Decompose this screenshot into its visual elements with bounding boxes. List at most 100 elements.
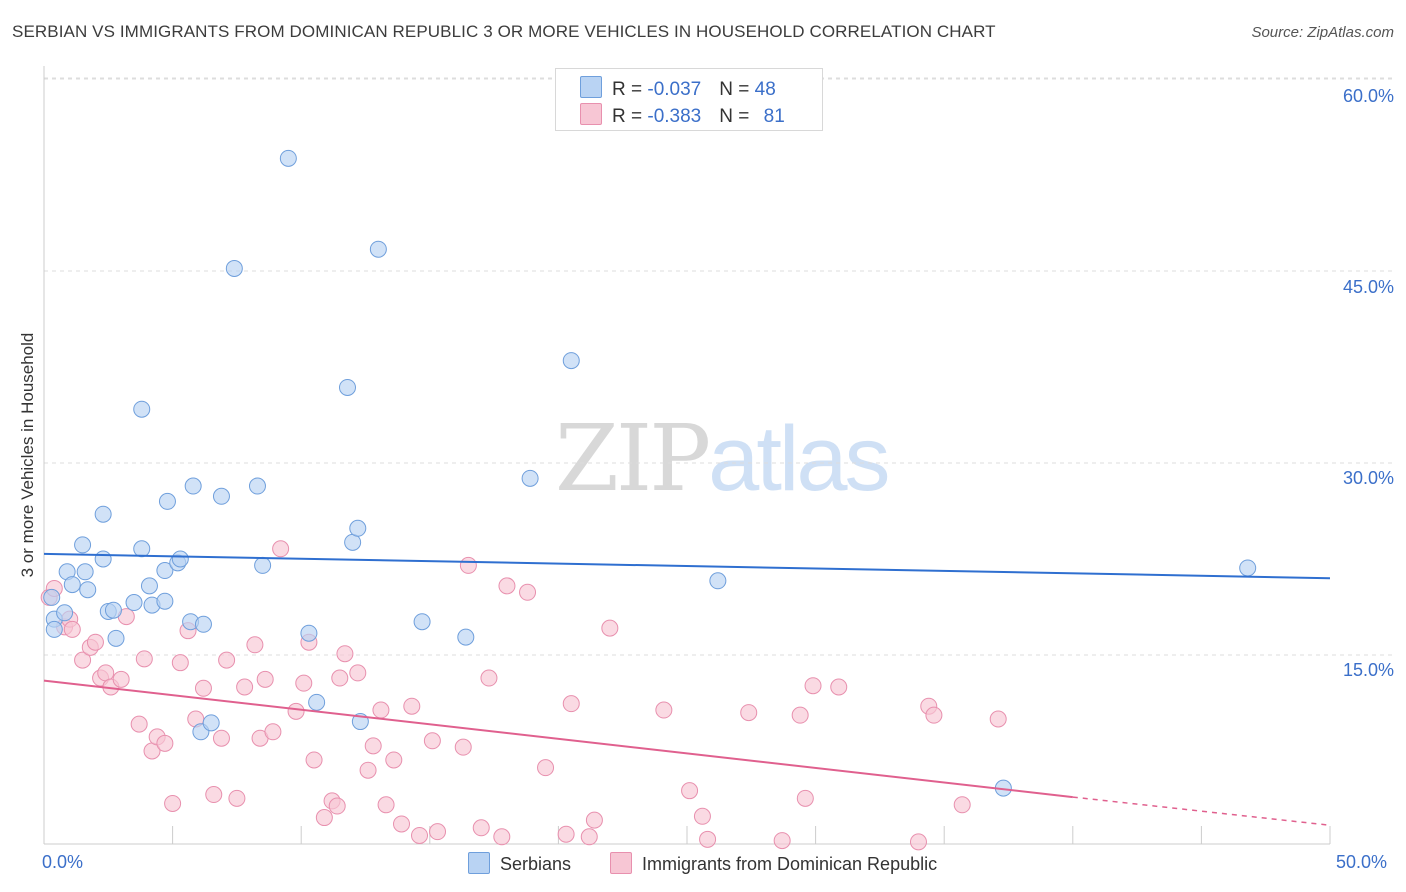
serbian-point — [212, 487, 230, 505]
dominican-point — [272, 540, 290, 558]
serbian-point — [308, 693, 326, 711]
dominican-point — [804, 677, 822, 695]
dominican-point — [953, 796, 971, 814]
y-tick-label: 45.0% — [1342, 277, 1394, 297]
dominican-point — [989, 710, 1007, 728]
dominican-point — [537, 759, 555, 777]
serbian-point — [56, 604, 74, 622]
dominican-point — [403, 697, 421, 715]
dominican-point — [171, 654, 189, 672]
serbian-point — [184, 477, 202, 495]
serbian-point — [107, 629, 125, 647]
dominican-point — [86, 633, 104, 651]
serbian-trend-line — [43, 552, 1331, 580]
dominican-point — [830, 678, 848, 696]
serbian-point — [156, 562, 174, 580]
serbian-point — [1239, 559, 1257, 577]
serbian-point — [156, 592, 174, 610]
source-label: Source: ZipAtlas.com — [1251, 24, 1394, 41]
dominican-point — [135, 650, 153, 668]
dominican-point — [212, 729, 230, 747]
dominican-point — [480, 669, 498, 687]
legend-n-label: N = — [719, 106, 755, 127]
bottom-legend-dominican: Immigrants from Dominican Republic — [610, 852, 937, 875]
legend-r-label: R = — [612, 79, 648, 100]
serbian-point — [521, 469, 539, 487]
dominican-point — [246, 636, 264, 654]
serbian-point — [76, 563, 94, 581]
serbian-point — [79, 581, 97, 599]
correlation-legend: R = -0.037 N = 48 R = -0.383 N = 81 — [555, 68, 823, 131]
dominican-point — [393, 815, 411, 833]
watermark: ZIPatlas — [555, 405, 891, 512]
dominican-point — [205, 786, 223, 804]
serbian-point — [74, 536, 92, 554]
y-tick-label: 60.0% — [1342, 86, 1394, 106]
dominican-point — [264, 723, 282, 741]
dominican-point — [498, 577, 516, 595]
dominican-point — [557, 825, 575, 843]
dominican-point — [454, 738, 472, 756]
blue-swatch — [580, 76, 602, 98]
serbian-point — [133, 400, 151, 418]
legend-row-dominican: R = -0.383 N = 81 — [580, 103, 785, 128]
serbian-point — [202, 714, 220, 732]
dominican-point — [796, 789, 814, 807]
legend-r-label: R = — [612, 106, 648, 127]
legend-label: Serbians — [500, 854, 572, 874]
legend-r-value: -0.037 — [647, 79, 702, 100]
serbian-point — [125, 594, 143, 612]
serbian-point — [413, 613, 431, 631]
dominican-point — [236, 678, 254, 696]
serbian-point — [171, 550, 189, 568]
watermark-atlas: atlas — [708, 408, 890, 510]
dominican-point — [459, 556, 477, 574]
dominican-point — [74, 651, 92, 669]
dominican-point — [331, 669, 349, 687]
serbian-point — [279, 149, 297, 167]
serbian-point — [369, 240, 387, 258]
dominican-point — [164, 794, 182, 812]
legend-n-value: 81 — [763, 106, 785, 127]
serbian-point — [457, 628, 475, 646]
dominican-point — [287, 702, 305, 720]
dominican-point — [364, 737, 382, 755]
dominican-point — [359, 761, 377, 779]
dominican-trend-extension — [1072, 796, 1331, 826]
serbian-point — [300, 624, 318, 642]
serbian-point — [94, 550, 112, 568]
dominican-point — [295, 674, 313, 692]
legend-n-label: N = — [719, 79, 755, 100]
x-tick-label: 50.0% — [1336, 852, 1388, 872]
legend-label: Immigrants from Dominican Republic — [642, 854, 938, 874]
dominican-point — [693, 807, 711, 825]
dominican-point — [218, 651, 236, 669]
dominican-point — [130, 715, 148, 733]
dominican-point — [580, 828, 598, 846]
dominican-point — [377, 796, 395, 814]
legend-r-value: -0.383 — [647, 106, 702, 127]
legend-row-serbians: R = -0.037 N = 48 — [580, 76, 776, 101]
dominican-point — [791, 706, 809, 724]
dominican-point — [773, 832, 791, 850]
watermark-zip: ZIP — [555, 405, 711, 512]
y-tick-label: 30.0% — [1342, 468, 1394, 488]
serbian-point — [43, 588, 61, 606]
serbian-point — [158, 492, 176, 510]
dominican-point — [909, 833, 927, 851]
dominican-point — [63, 620, 81, 638]
serbian-point — [254, 556, 272, 574]
dominican-point — [472, 819, 490, 837]
serbian-point — [225, 259, 243, 277]
dominican-point — [699, 830, 717, 848]
serbian-point — [338, 378, 356, 396]
serbian-point — [104, 601, 122, 619]
chart-title: SERBIAN VS IMMIGRANTS FROM DOMINICAN REP… — [12, 22, 996, 41]
pink-swatch — [580, 103, 602, 125]
dominican-point — [585, 811, 603, 829]
dominican-point — [194, 679, 212, 697]
serbian-point — [133, 540, 151, 558]
dominican-point — [925, 706, 943, 724]
dominican-point — [740, 704, 758, 722]
